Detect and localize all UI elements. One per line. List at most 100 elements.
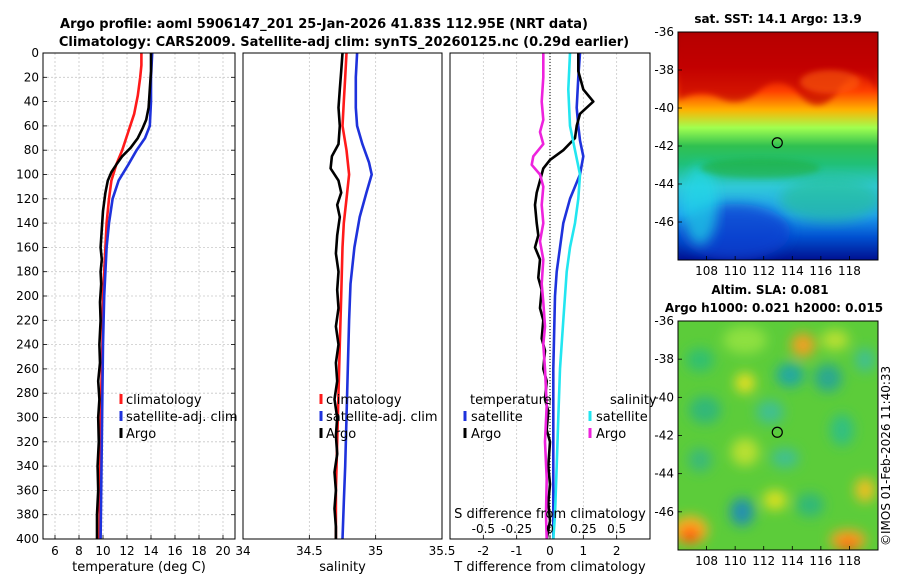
map-y-tick-label: -42 (654, 429, 674, 443)
x-tick-label: 35 (368, 544, 383, 558)
s-tick-label: -0.5 (472, 522, 495, 536)
map-y-tick-label: -46 (654, 505, 674, 519)
sla-map-panel: Altim. SLA: 0.081 Argo h1000: 0.021 h200… (654, 283, 883, 568)
legend-label: Argo (326, 427, 356, 442)
map-y-tick-label: -42 (654, 139, 674, 153)
sst-map-title: sat. SST: 14.1 Argo: 13.9 (694, 12, 861, 26)
x-tick-label: 14 (143, 544, 158, 558)
y-tick-label: 360 (16, 483, 39, 497)
legend-label: Argo (126, 427, 156, 442)
y-tick-label: 160 (16, 240, 39, 254)
y-tick-label: 220 (16, 313, 39, 327)
x-tick-label: 34.5 (296, 544, 323, 558)
y-tick-label: 320 (16, 435, 39, 449)
y-tick-label: 380 (16, 508, 39, 522)
x-tick-label: 1 (580, 544, 588, 558)
temperature-panel: 0 20 40 60 80 100 120 140 160 180 200 220 240 260 280 3… (16, 46, 238, 575)
series-line-s-satellite (552, 52, 582, 540)
map-y-tick-label: -38 (654, 352, 674, 366)
figure-title-line1: Argo profile: aoml 5906147_201 25-Jan-20… (60, 17, 588, 32)
legend-label: Argo (596, 427, 626, 442)
y-tick-label: 400 (16, 532, 39, 546)
map-y-tick-label: -40 (654, 101, 674, 115)
map-y-tick-label: -44 (654, 467, 674, 481)
x-axis-label: T difference from climatology (453, 560, 646, 575)
map-x-tick-label: 118 (838, 264, 861, 278)
map-y-tick-label: -36 (654, 314, 674, 328)
series-line-satellite-adj-clim (341, 52, 374, 540)
y-tick-label: 140 (16, 216, 39, 230)
map-y-tick-label: -36 (654, 25, 674, 39)
sla-heatmap (678, 321, 878, 550)
s-tick-label: 0 (546, 522, 554, 536)
legend-label: satellite-adj. clim (326, 410, 438, 425)
sla-argo-marker (771, 426, 783, 438)
map-x-tick-label: 114 (781, 554, 804, 568)
sst-heatmap (678, 32, 878, 260)
x-tick-label: 6 (51, 544, 59, 558)
x-tick-label: 20 (215, 544, 230, 558)
x-tick-label: 18 (191, 544, 206, 558)
x-tick-label: -1 (511, 544, 523, 558)
map-x-tick-label: 108 (695, 264, 718, 278)
y-tick-label: 80 (24, 143, 39, 157)
map-x-tick-label: 110 (724, 264, 747, 278)
x-tick-label: 0 (546, 544, 554, 558)
legend-header-salinity: salinity (610, 393, 657, 408)
legend-label: climatology (326, 393, 402, 408)
legend-label: satellite-adj. clim (126, 410, 238, 425)
x-tick-label: 8 (75, 544, 83, 558)
y-tick-label: 260 (16, 362, 39, 376)
s-tick-label: 0.5 (607, 522, 626, 536)
y-tick-label: 180 (16, 265, 39, 279)
figure-title-line2: Climatology: CARS2009. Satellite-adj cli… (59, 35, 629, 50)
y-tick-label: 120 (16, 192, 39, 206)
map-x-tick-label: 112 (752, 554, 775, 568)
y-tick-label: 60 (24, 119, 39, 133)
y-tick-label: 340 (16, 459, 39, 473)
map-x-tick-label: 108 (695, 554, 718, 568)
map-x-tick-label: 110 (724, 554, 747, 568)
series-line-argo (329, 52, 344, 539)
series-line-t-argo (533, 53, 595, 540)
x-tick-label: 10 (95, 544, 110, 558)
x-axis-label: temperature (deg C) (72, 560, 206, 575)
legend-label: satellite (471, 410, 523, 425)
y-tick-label: 100 (16, 168, 39, 182)
map-y-tick-label: -44 (654, 177, 674, 191)
y-tick-label: 0 (31, 46, 39, 60)
map-x-tick-label: 116 (809, 264, 832, 278)
x-tick-label: 16 (167, 544, 182, 558)
map-x-tick-label: 112 (752, 264, 775, 278)
map-x-tick-label: 114 (781, 264, 804, 278)
s-difference-label: S difference from climatology (454, 507, 646, 522)
legend-label: climatology (126, 393, 202, 408)
y-tick-label: 40 (24, 95, 39, 109)
series-line-argo (95, 53, 153, 539)
map-y-tick-label: -38 (654, 63, 674, 77)
s-tick-label: 0.25 (570, 522, 597, 536)
map-x-tick-label: 118 (838, 554, 861, 568)
x-tick-label: -2 (477, 544, 489, 558)
x-tick-label: 34 (235, 544, 250, 558)
x-tick-label: 35.5 (429, 544, 456, 558)
difference-panel: -2 -1 0 1 2 T difference from climatology temp… (449, 52, 657, 575)
x-tick-label: 12 (119, 544, 134, 558)
y-tick-label: 20 (24, 70, 39, 84)
sst-argo-marker (771, 137, 783, 149)
series-line-t-satellite (551, 52, 585, 539)
legend-label: satellite (596, 410, 648, 425)
series-line-s-argo (530, 53, 549, 540)
y-tick-label: 240 (16, 338, 39, 352)
x-axis-label: salinity (319, 560, 366, 575)
map-y-tick-label: -40 (654, 390, 674, 404)
map-x-tick-label: 116 (809, 554, 832, 568)
sla-map-subtitle: Argo h1000: 0.021 h2000: 0.015 (665, 301, 883, 315)
sla-map-title: Altim. SLA: 0.081 (711, 283, 828, 297)
sst-map-panel: sat. SST: 14.1 Argo: 13.9 108 110 112 114 11… (654, 12, 879, 278)
salinity-panel: 34 34.5 35 35.5 salinity climatology satellite… (235, 52, 456, 575)
legend-header-temperature: temperature (470, 393, 552, 408)
y-tick-label: 280 (16, 386, 39, 400)
plot-frame (242, 52, 443, 540)
x-tick-label: 2 (613, 544, 621, 558)
